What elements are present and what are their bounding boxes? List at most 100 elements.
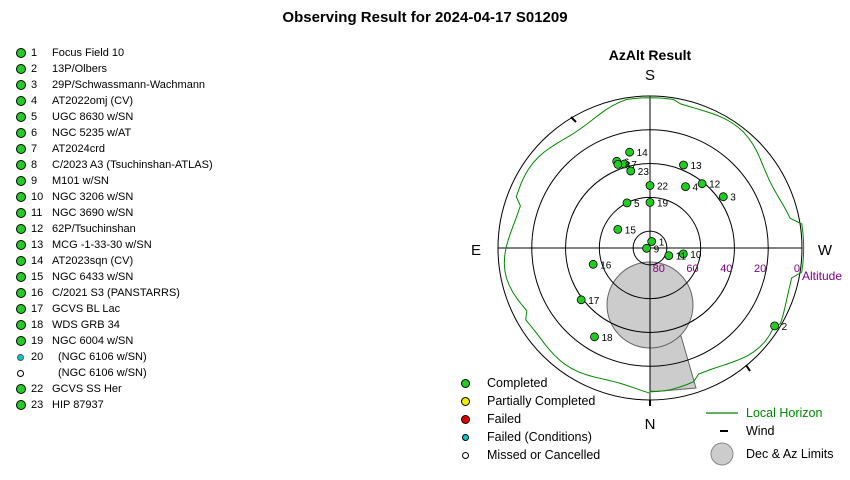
target-point	[681, 182, 690, 192]
altitude-tick-label: 20	[754, 263, 766, 275]
target-point-label: 23	[638, 167, 650, 178]
status-dot-icon	[16, 176, 26, 186]
azalt-chart: AzAlt Result S N E W Altitude 80 60 40 20 0 …	[471, 47, 842, 433]
legend-dot-icon	[462, 452, 469, 459]
target-number: 14	[31, 255, 44, 267]
chart-title: AzAlt Result	[609, 47, 692, 63]
target-name: NGC 3690 w/SN	[52, 207, 134, 219]
compass-south: S	[645, 67, 655, 84]
target-name: UGC 8630 w/SN	[52, 111, 134, 123]
target-point	[613, 160, 623, 169]
target-name: MCG -1-33-30 w/SN	[52, 239, 152, 251]
target-name: 62P/Tsuchinshan	[52, 223, 136, 235]
legend-dot-icon	[461, 379, 470, 388]
target-points: 123456789101112131415161718192223	[576, 147, 788, 344]
target-number: 2	[31, 63, 38, 75]
limits-circle-icon	[710, 442, 734, 466]
status-dot-icon	[16, 144, 26, 154]
target-point	[613, 224, 623, 234]
altitude-tick-label: 40	[720, 263, 732, 275]
target-point-label: 15	[625, 225, 637, 236]
altitude-tick-label: 80	[653, 263, 665, 275]
altitude-axis-label: Altitude	[802, 269, 842, 283]
legend-label: Failed (Conditions)	[487, 430, 592, 444]
target-name: NGC 6433 w/SN	[52, 271, 134, 283]
target-point	[678, 249, 688, 259]
status-dot-icon	[16, 64, 26, 74]
altitude-tick-label: 60	[686, 263, 698, 275]
target-name: GCVS SS Her	[52, 383, 122, 395]
target-number: 6	[31, 127, 38, 139]
target-point-label: 3	[730, 193, 736, 204]
wind-mark	[745, 364, 751, 372]
target-point	[622, 198, 632, 208]
target-point-label: 5	[634, 199, 640, 210]
target-name: 29P/Schwassmann-Wachmann	[52, 79, 206, 91]
legend-label: Missed or Cancelled	[487, 448, 601, 462]
status-dot-icon	[16, 224, 26, 234]
target-number: 20	[31, 351, 44, 363]
status-dot-icon	[16, 160, 26, 170]
compass-west: W	[818, 242, 833, 259]
status-dot-icon	[16, 400, 26, 410]
target-point-label: 18	[602, 333, 614, 344]
target-point-label: 10	[690, 250, 702, 261]
status-dot-icon	[16, 320, 26, 330]
target-number: 16	[31, 287, 44, 299]
status-dot-icon	[17, 370, 24, 377]
status-dot-icon	[16, 304, 26, 314]
compass-labels: S N E W Altitude	[471, 67, 842, 433]
target-name: GCVS BL Lac	[52, 303, 121, 315]
status-dot-icon	[16, 112, 26, 122]
status-dot-icon	[16, 96, 26, 106]
altitude-tick-label: 0	[794, 263, 800, 275]
status-dot-icon	[16, 80, 26, 90]
target-name: C/2023 A3 (Tsuchinshan-ATLAS)	[52, 159, 213, 171]
target-number: 11	[31, 207, 43, 219]
target-point	[770, 321, 780, 331]
target-point	[718, 192, 728, 202]
wind-mark	[570, 116, 577, 123]
target-name: WDS GRB 34	[52, 319, 120, 331]
target-point	[645, 197, 655, 207]
target-name: C/2021 S3 (PANSTARRS)	[52, 287, 180, 299]
symbol-legend-swatches	[706, 412, 738, 466]
status-dot-icon	[16, 208, 26, 218]
target-point-label: 7	[631, 160, 637, 171]
target-number: 23	[31, 399, 44, 411]
compass-east: E	[471, 242, 481, 259]
target-name: NGC 3206 w/SN	[52, 191, 134, 203]
target-point	[645, 181, 655, 190]
target-point-label: 1	[659, 238, 665, 249]
legend-limits-label: Dec & Az Limits	[746, 447, 834, 461]
legend-label: Failed	[487, 412, 522, 426]
target-name: NGC 6004 w/SN	[52, 335, 134, 347]
legend-horizon-label: Local Horizon	[746, 406, 823, 420]
target-point-label: 12	[709, 180, 721, 191]
target-name: M101 w/SN	[52, 175, 109, 187]
target-point-label: 22	[657, 182, 669, 193]
legend-label: Partially Completed	[487, 394, 596, 408]
target-point-label: 16	[600, 260, 612, 271]
status-dot-icon	[16, 48, 26, 58]
status-dot-icon	[16, 272, 26, 282]
target-point-label: 4	[693, 183, 699, 194]
status-dot-icon	[16, 240, 26, 250]
legend-dot-icon	[462, 434, 469, 441]
target-number: 22	[31, 383, 44, 395]
target-point-label: 19	[657, 198, 669, 209]
target-number: 17	[31, 303, 44, 315]
target-number: 19	[31, 335, 44, 347]
target-name: (NGC 6106 w/SN)	[58, 351, 147, 363]
target-name: NGC 5235 w/AT	[52, 127, 132, 139]
target-number: 7	[31, 143, 38, 155]
status-dot-icon	[16, 336, 26, 346]
status-dot-icon	[17, 354, 24, 361]
status-dot-icon	[16, 288, 26, 298]
altitude-ticks: 80 60 40 20 0	[653, 263, 800, 275]
target-number: 8	[31, 159, 38, 171]
target-point	[642, 243, 652, 253]
target-number: 4	[31, 95, 38, 107]
target-point-label: 9	[654, 244, 660, 255]
target-number: 15	[31, 271, 44, 283]
